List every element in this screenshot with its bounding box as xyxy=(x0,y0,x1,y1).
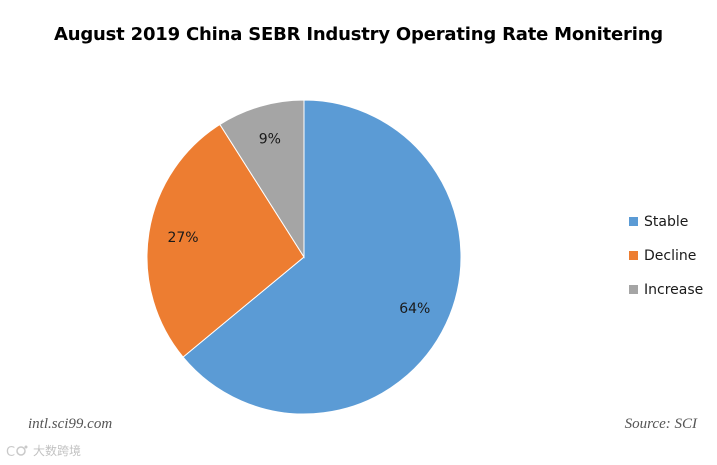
watermark-text: 大数跨境 xyxy=(33,444,82,458)
legend-swatch-decline xyxy=(629,251,638,260)
legend-item-decline: Decline xyxy=(629,247,703,264)
watermark: C 大数跨境 xyxy=(6,442,81,459)
legend-item-stable: Stable xyxy=(629,213,703,230)
data-label-decline: 27% xyxy=(167,230,198,246)
legend-label-stable: Stable xyxy=(644,213,689,230)
legend-swatch-stable xyxy=(629,217,638,226)
source-credit: Source: SCI xyxy=(624,416,697,432)
pie-slice-increase xyxy=(219,99,305,259)
legend-item-increase: Increase xyxy=(629,281,703,298)
website-credit: intl.sci99.com xyxy=(28,416,113,432)
pie-slice-decline xyxy=(146,123,305,358)
data-label-stable: 64% xyxy=(399,301,430,317)
pie-slice-stable xyxy=(182,99,462,415)
watermark-logo-icon: C xyxy=(6,445,28,459)
svg-text:C: C xyxy=(6,445,15,459)
legend-swatch-increase xyxy=(629,285,638,294)
legend-label-decline: Decline xyxy=(644,247,697,264)
data-label-increase: 9% xyxy=(259,131,281,147)
chart-legend: Stable Decline Increase xyxy=(629,213,703,315)
legend-label-increase: Increase xyxy=(644,281,704,298)
chart-title: August 2019 China SEBR Industry Operatin… xyxy=(54,24,663,45)
